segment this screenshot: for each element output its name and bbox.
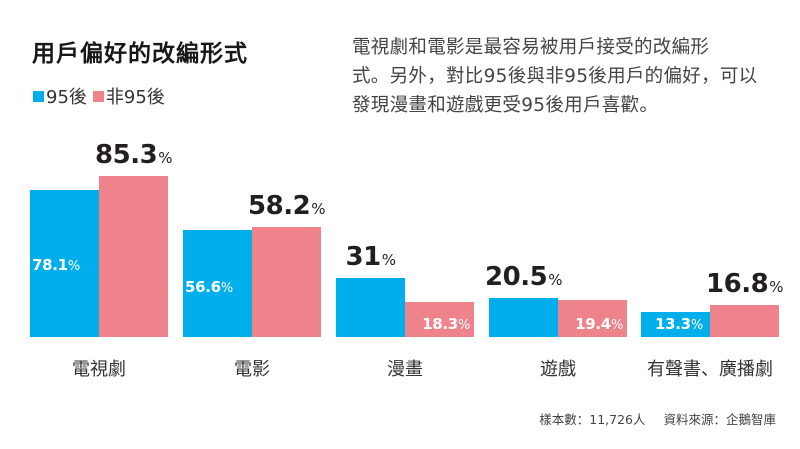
category-label: 漫畫 (387, 359, 423, 380)
value-label: 31% (345, 242, 396, 272)
legend-swatch-95 (33, 90, 44, 102)
legend-label-95: 95後 (46, 87, 87, 108)
value-label: 78.1% (32, 256, 80, 274)
description: 電視劇和電影是最容易被用戶接受的改編形 式。另外，對比95後與非95後用戶的偏好… (352, 33, 792, 120)
legend-label-non95: 非95後 (105, 87, 165, 108)
bar-95 (489, 298, 558, 337)
bar-non95 (558, 300, 627, 337)
category-label: 有聲書、廣播劇 (647, 359, 773, 380)
category-label: 遊戲 (540, 359, 576, 380)
chart-title: 用戶偏好的改編形式 (32, 41, 248, 67)
value-label: 13.3% (655, 315, 703, 333)
value-label: 20.5% (485, 262, 562, 292)
bar-95 (336, 278, 405, 337)
bar-95 (30, 190, 99, 337)
bar-non95 (405, 302, 474, 337)
value-label: 56.6% (185, 278, 233, 296)
legend-swatch-non95 (92, 90, 104, 102)
description-line: 式。另外，對比95後與非95後用戶的偏好，可以 (352, 66, 758, 87)
bar-non95 (710, 305, 779, 337)
sample-size: 樣本數：11,726人 (539, 412, 646, 427)
legend: 95後 非95後 (33, 83, 171, 109)
category-label: 電影 (234, 359, 270, 380)
value-label: 58.2% (248, 191, 325, 221)
value-label: 85.3% (95, 140, 172, 170)
data-source: 資料來源：企鵝智庫 (663, 412, 776, 427)
value-label: 16.8% (706, 269, 783, 299)
footer: 樣本數：11,726人 資料來源：企鵝智庫 (539, 409, 776, 428)
legend-item-95: 95後 (33, 83, 87, 109)
bar-non95 (99, 176, 168, 337)
legend-item-non95: 非95後 (92, 83, 165, 109)
category-label: 電視劇 (72, 359, 126, 380)
description-line: 電視劇和電影是最容易被用戶接受的改編形 (352, 37, 710, 58)
bar-non95 (252, 227, 321, 337)
bar-95 (183, 230, 252, 337)
value-label: 18.3% (422, 315, 470, 333)
description-line: 發現漫畫和遊戲更受95後用戶喜歡。 (352, 95, 659, 116)
value-label: 19.4% (575, 315, 623, 333)
bar-95 (641, 312, 710, 337)
